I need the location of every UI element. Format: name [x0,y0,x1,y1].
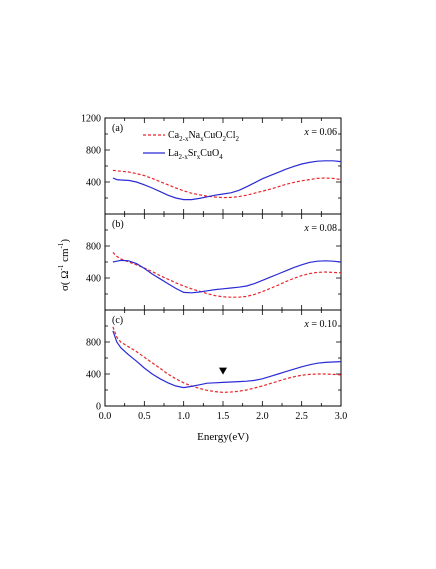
panel-label: (b) [112,219,124,230]
panels: 400 800 1200 (a) x = 0.06 400 800 (b) x = 0.08 0 4… [81,114,347,423]
x-axis-title: Energy(eV) [197,431,249,443]
y-tick-label: 800 [86,146,101,157]
y-tick-label: 400 [86,370,101,381]
x-tick-label: 3.0 [335,411,348,422]
panel-annotation: x = 0.08 [303,223,337,234]
panel-label: (c) [112,315,123,326]
y-tick-label: 1200 [81,114,101,125]
x-tick-label: 1.0 [177,411,190,422]
series-line-la [112,160,342,201]
marker-triangle [219,367,227,375]
series-line-ca [112,326,342,394]
panel-1: 400 800 1200 (a) x = 0.06 [81,114,342,215]
y-tick-label: 400 [86,274,101,285]
panel-3: 0 400 800 0.0 0.5 1.0 1.5 2.0 2.5 3.0 (c) x = 0.10 [86,309,348,422]
y-tick-label: 800 [86,338,101,349]
legend-label-ca: Ca2-xNaxCuO2Cl2 [168,130,239,143]
y-tick-label: 0 [96,402,101,413]
panel-annotation: x = 0.10 [303,319,337,330]
y-tick-label: 400 [86,178,101,189]
y-axis-title: σ( Ω-1 cm-1) [57,239,71,291]
x-tick-label: 2.0 [256,411,269,422]
series-line-ca [112,251,342,298]
panel-2: 400 800 (b) x = 0.08 [86,213,342,311]
x-tick-label: 0.0 [99,411,112,422]
legend-label-la: La2-xSrxCuO4 [168,148,223,161]
legend: Ca2-xNaxCuO2Cl2 La2-xSrxCuO4 [143,130,239,161]
series-line-la [112,330,342,389]
panel-annotation: x = 0.06 [303,127,337,138]
panel-label: (a) [112,123,123,134]
series-line-ca [112,169,342,199]
x-tick-label: 2.5 [295,411,308,422]
series-line-la [112,259,342,294]
x-tick-label: 1.5 [217,411,230,422]
x-tick-label: 0.5 [138,411,151,422]
y-tick-label: 800 [86,242,101,253]
